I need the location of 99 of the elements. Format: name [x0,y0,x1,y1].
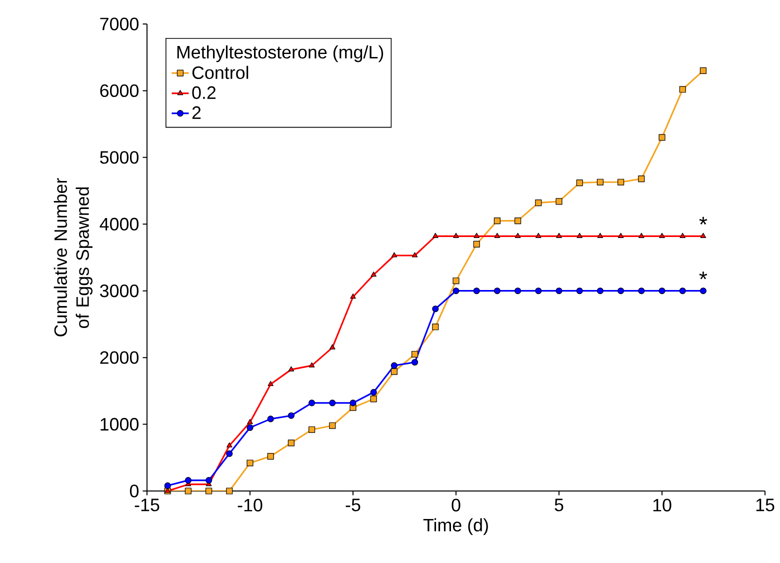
point [267,453,274,460]
y-tick-label: 1000 [100,418,139,431]
point [432,232,438,238]
point [659,232,665,238]
point [184,488,192,494]
point [226,442,232,448]
point [700,232,706,238]
point [412,358,418,366]
y-tick-label: 4000 [100,218,139,230]
y-tick-label: 2000 [100,351,139,364]
annotation: * [699,216,708,225]
point [618,178,624,186]
x-axis-title: Time (d) [423,518,488,536]
point [556,232,562,238]
point [576,232,582,238]
y-tick-label: 5000 [100,151,139,164]
point [370,272,376,277]
point [556,198,562,205]
y-tick-label: 7000 [100,18,139,30]
point [226,450,233,457]
point [390,362,398,369]
point [473,240,480,248]
point [658,288,666,294]
annotation: * [699,272,708,280]
x-tick-label: -15 [134,498,160,512]
point [268,380,274,386]
point [700,67,706,74]
point [184,477,192,484]
x-tick-label: -5 [346,498,360,512]
x-tick-label: 0 [452,498,460,512]
point [206,488,212,494]
point [452,288,460,294]
point [494,232,500,238]
point [329,422,336,429]
point [164,482,171,489]
point [288,440,294,446]
point [330,344,336,350]
point [535,200,542,206]
point [494,288,500,294]
point [514,288,522,294]
y-tick-label: 6000 [100,84,139,98]
point [596,288,604,294]
point [576,179,583,186]
y-tick-label: 0 [130,484,139,498]
point [638,175,645,182]
point [618,288,624,294]
point [474,232,480,238]
point [267,416,274,422]
point [658,134,666,141]
x-tick-label: 15 [756,498,774,512]
point [247,418,253,424]
point [308,362,315,368]
point [226,488,233,494]
point [432,306,439,312]
point [638,232,644,238]
point [536,232,542,238]
point [514,218,522,224]
point [618,232,624,238]
x-tick-label: -10 [238,498,262,512]
point [700,288,706,294]
y-tick-label: 3000 [100,284,139,298]
point [514,232,521,238]
point [556,288,562,294]
x-tick-label: 5 [554,498,564,512]
point [596,178,604,186]
legend-label: Control [192,66,248,80]
point [535,288,542,294]
point [679,288,686,294]
y-axis-title: Cumulative Number of Eggs Spawned [54,178,92,336]
legend-title: Methyltestosterone (mg/L) [177,45,384,62]
point [206,477,212,484]
point [680,232,686,238]
point [350,294,356,299]
point [370,388,377,396]
point [473,288,480,294]
point [679,86,686,93]
legend-label: 0.2 [192,86,216,100]
point [246,460,254,466]
point [412,350,418,358]
x-tick-label: 10 [653,498,672,512]
point [391,252,398,258]
point [350,400,356,406]
point [597,232,604,238]
point [432,324,439,330]
point [246,424,254,431]
point [576,288,583,294]
point [308,400,316,406]
point [308,426,316,433]
point [288,366,294,372]
point [494,218,500,224]
point [412,252,418,258]
point [452,278,460,284]
point [390,368,398,375]
point [370,396,377,402]
point [453,232,459,238]
legend-label: 2 [192,106,201,119]
point [638,288,645,294]
point [288,412,294,419]
point [329,400,336,406]
